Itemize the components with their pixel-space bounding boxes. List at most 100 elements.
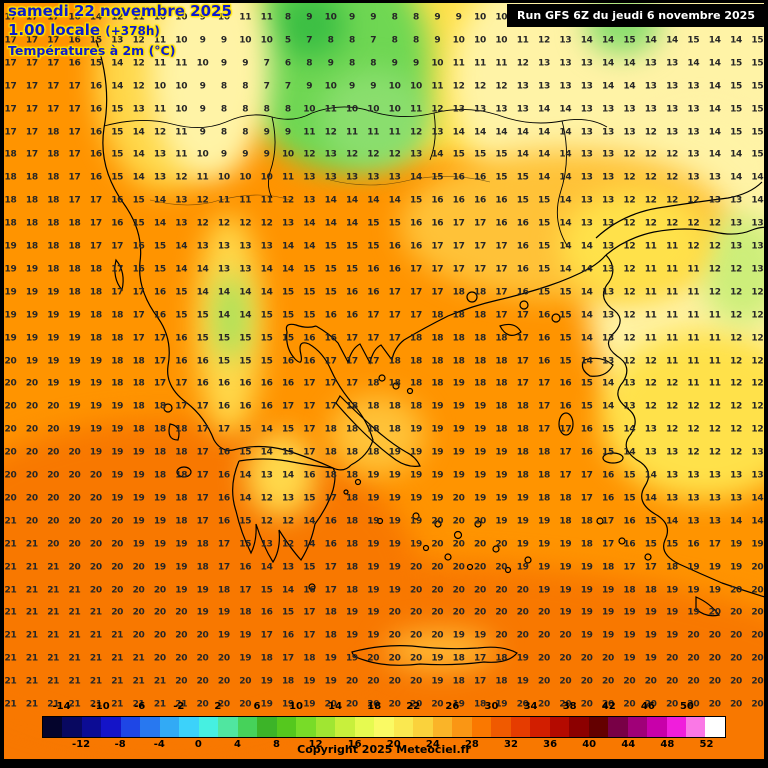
temp-value: 17 (474, 220, 486, 229)
temp-value: 12 (709, 220, 721, 229)
temp-value: 13 (517, 105, 529, 114)
temp-value: 19 (453, 632, 465, 641)
temp-value: 12 (623, 311, 635, 320)
temp-value: 19 (453, 449, 465, 458)
temp-value: 15 (730, 82, 742, 91)
temp-value: 10 (218, 174, 230, 183)
temp-value: 17 (623, 563, 635, 572)
temp-value: 14 (111, 59, 123, 68)
temp-value: 14 (602, 36, 614, 45)
temp-value: 14 (645, 494, 657, 503)
temp-value: 10 (175, 82, 187, 91)
temp-value: 17 (69, 151, 81, 160)
temp-value: 15 (261, 311, 273, 320)
temp-value: 12 (666, 426, 678, 435)
temp-value: 15 (645, 540, 657, 549)
temp-value: 12 (325, 128, 337, 137)
temp-value: 18 (133, 357, 145, 366)
temp-value: 18 (154, 403, 166, 412)
temp-value: 12 (709, 403, 721, 412)
temp-value: 18 (453, 334, 465, 343)
temp-value: 20 (431, 586, 443, 595)
temp-value: 20 (197, 655, 209, 664)
temp-value: 15 (325, 243, 337, 252)
temp-value: 20 (175, 678, 187, 687)
temp-value: 17 (175, 380, 187, 389)
temp-value: 8 (285, 14, 291, 23)
temp-value: 20 (645, 678, 657, 687)
temp-value: 20 (90, 472, 102, 481)
temp-value: 20 (5, 380, 17, 389)
temp-value: 20 (389, 678, 401, 687)
temp-value: 18 (90, 265, 102, 274)
temp-value: 12 (431, 105, 443, 114)
temp-value: 19 (517, 540, 529, 549)
colorbar-label: 46 (641, 702, 655, 712)
temp-value: 20 (367, 655, 379, 664)
temp-value: 17 (218, 540, 230, 549)
temp-value: 19 (47, 288, 59, 297)
temp-value: 19 (730, 540, 742, 549)
temp-value: 14 (645, 36, 657, 45)
temp-value: 13 (666, 105, 678, 114)
temp-value: 8 (370, 59, 376, 68)
temp-value: 7 (264, 82, 270, 91)
temp-value: 13 (581, 174, 593, 183)
temp-value: 13 (666, 59, 678, 68)
temp-value: 13 (325, 174, 337, 183)
temp-value: 19 (90, 403, 102, 412)
colorbar-label: 42 (602, 702, 616, 712)
temp-value: 20 (517, 609, 529, 618)
temp-value: 15 (197, 334, 209, 343)
colorbar-label: 2 (214, 702, 221, 712)
temp-value: 18 (5, 151, 17, 160)
temp-value: 10 (389, 105, 401, 114)
temp-value: 11 (239, 197, 251, 206)
colorbar-cell (569, 717, 588, 737)
temp-value: 12 (645, 220, 657, 229)
temp-value: 20 (751, 655, 763, 664)
temp-value: 13 (645, 105, 657, 114)
temp-value: 12 (623, 220, 635, 229)
colorbar-label: 50 (680, 702, 694, 712)
temp-value: 19 (90, 449, 102, 458)
temp-value: 16 (538, 357, 550, 366)
temp-value: 20 (197, 632, 209, 641)
colorbar-label: -10 (92, 702, 110, 712)
temp-value: 15 (282, 334, 294, 343)
temp-value: 17 (602, 517, 614, 526)
temp-value: 12 (197, 220, 209, 229)
colorbar-cell (374, 717, 393, 737)
temp-value: 19 (69, 380, 81, 389)
temp-value: 14 (218, 288, 230, 297)
temp-value: 16 (325, 311, 337, 320)
temp-value: 21 (154, 678, 166, 687)
colorbar (42, 716, 726, 738)
temp-value: 17 (495, 243, 507, 252)
temp-value: 16 (602, 494, 614, 503)
temp-value: 17 (325, 494, 337, 503)
temp-value: 17 (495, 265, 507, 274)
temp-value: 15 (602, 449, 614, 458)
temp-value: 14 (239, 311, 251, 320)
temp-value: 13 (730, 220, 742, 229)
temp-value: 12 (623, 265, 635, 274)
temp-value: 18 (218, 586, 230, 595)
temp-value: 16 (154, 311, 166, 320)
temp-value: 18 (410, 403, 422, 412)
temp-value: 18 (26, 243, 38, 252)
temp-value: 19 (261, 678, 273, 687)
temp-value: 17 (581, 494, 593, 503)
temp-value: 14 (581, 357, 593, 366)
colorbar-cell (121, 717, 140, 737)
temp-value: 10 (175, 105, 187, 114)
temp-value: 11 (709, 334, 721, 343)
temp-value: 19 (154, 494, 166, 503)
temp-value: 20 (709, 678, 721, 687)
temp-value: 16 (346, 288, 358, 297)
temp-value: 14 (602, 82, 614, 91)
temp-value: 20 (730, 655, 742, 664)
temp-value: 16 (282, 380, 294, 389)
temp-value: 21 (69, 586, 81, 595)
temp-value: 14 (261, 426, 273, 435)
